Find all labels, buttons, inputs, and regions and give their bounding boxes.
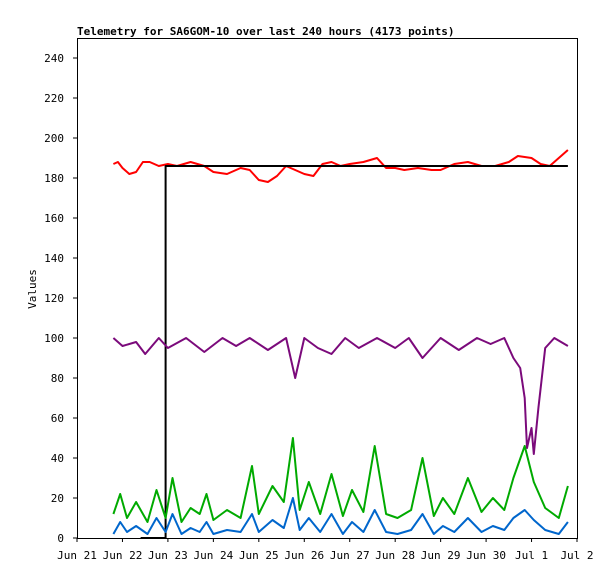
y-axis-label: Values — [26, 269, 39, 309]
x-tick-label: Jun 26 — [284, 549, 324, 562]
x-tick-label: Jun 25 — [239, 549, 279, 562]
series-line-1 — [140, 165, 568, 539]
plot-frame — [77, 38, 578, 539]
x-tick-label: Jun 23 — [148, 549, 188, 562]
series-line-4 — [112, 497, 569, 535]
y-tick-label: 0 — [57, 532, 64, 545]
y-tick-label: 80 — [51, 372, 64, 385]
x-tick-label: Jun 22 — [103, 549, 143, 562]
x-tick-label: Jun 21 — [57, 549, 97, 562]
x-tick-label: Jul 1 — [515, 549, 548, 562]
x-tick-label: Jul 2 — [560, 549, 593, 562]
x-tick-label: Jun 27 — [330, 549, 370, 562]
y-tick-label: 140 — [44, 252, 64, 265]
y-tick-label: 120 — [44, 292, 64, 305]
x-axis: Jun 21 Jun 22 Jun 23 Jun 24 Jun 25 Jun 26 Jun … — [57, 538, 594, 562]
y-tick-label: 180 — [44, 172, 64, 185]
y-tick-label: 220 — [44, 92, 64, 105]
x-tick-label: Jun 24 — [193, 549, 233, 562]
y-tick-label: 20 — [51, 492, 64, 505]
x-tick-label: Jun 29 — [421, 549, 461, 562]
chart-title: Telemetry for SA6GOM-10 over last 240 ho… — [77, 25, 455, 38]
y-axis: 0 20 40 60 80 100 120 140 160 180 200 220 240 — [44, 52, 77, 545]
y-tick-label: 200 — [44, 132, 64, 145]
y-tick-label: 160 — [44, 212, 64, 225]
x-tick-label: Jun 30 — [466, 549, 506, 562]
y-tick-label: 60 — [51, 412, 64, 425]
series-line-3 — [112, 437, 569, 523]
series-line-2 — [112, 337, 569, 455]
series-group — [112, 149, 569, 539]
x-tick-label: Jun 28 — [375, 549, 415, 562]
y-tick-label: 100 — [44, 332, 64, 345]
y-tick-label: 240 — [44, 52, 64, 65]
y-tick-label: 40 — [51, 452, 64, 465]
